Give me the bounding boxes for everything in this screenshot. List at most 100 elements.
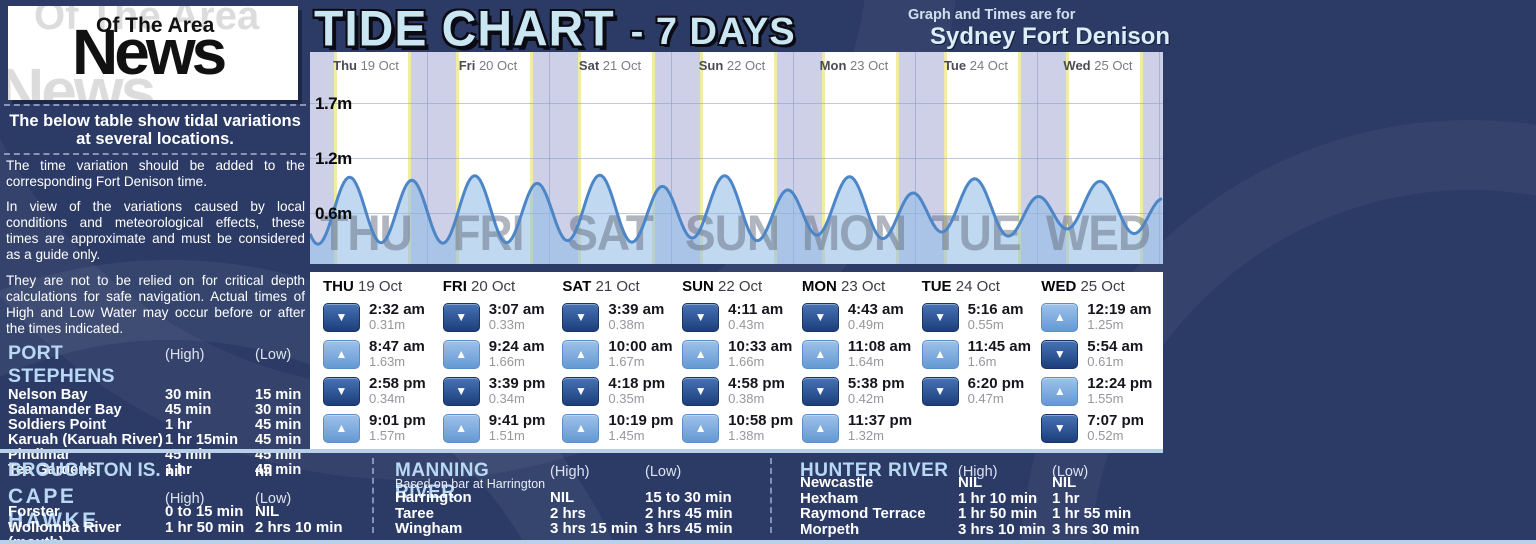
hunter-river-high-variation: 1 hr 10 min (958, 489, 1038, 507)
low-tide-arrow-icon[interactable]: ▼ (921, 376, 959, 406)
hunter-river-high-variation: NIL (958, 474, 983, 491)
low-tide-arrow-icon[interactable]: ▼ (442, 376, 480, 406)
manning-river-low-variation: 3 hrs 45 min (645, 520, 733, 537)
tide-entry-text: 5:54 am 0.61m (1087, 339, 1143, 369)
high-tide-arrow-icon[interactable]: ▲ (1041, 302, 1079, 332)
tide-time: 2:58 pm (369, 375, 426, 392)
tide-height: 0.38m (608, 317, 645, 332)
graph-day-name: Wed (1063, 58, 1091, 73)
low-tide-arrow-icon[interactable]: ▼ (323, 376, 360, 406)
intro-notes: The time variation should be added to th… (6, 158, 305, 346)
tide-height: 0.49m (847, 317, 884, 332)
low-tide-arrow-icon[interactable]: ▼ (682, 302, 720, 332)
low-tide-arrow-icon[interactable]: ▼ (801, 302, 839, 332)
tide-time: 9:01 pm (369, 412, 426, 429)
high-tide-entry: ▲ 10:33 am 1.66m (682, 339, 802, 369)
low-tide-entry: ▼ 4:11 am 0.43m (682, 302, 802, 332)
low-tide-entry: ▼ 5:54 am 0.61m (1041, 339, 1161, 369)
low-tide-arrow-icon[interactable]: ▼ (921, 302, 959, 332)
tide-time: 4:58 pm (728, 375, 785, 392)
note-paragraph: The time variation should be added to th… (6, 158, 305, 190)
low-tide-arrow-icon[interactable]: ▼ (442, 302, 480, 332)
low-tide-arrow-icon[interactable]: ▼ (323, 302, 360, 332)
high-tide-entry: ▲ 9:24 am 1.66m (442, 339, 563, 369)
high-tide-arrow-icon[interactable]: ▲ (801, 413, 839, 443)
cape-hawke-title: CAPE HAWKE (8, 485, 99, 532)
high-tide-entry: ▲ 11:45 am 1.6m (921, 339, 1042, 369)
tide-entry-text: 6:20 pm 0.47m (968, 376, 1025, 406)
tide-day-column: MON 23 Oct ▼ 4:43 am 0.49m ▲ 11:08 am 1.64m ▼ 5:… (801, 278, 922, 443)
port-stephens-low-variation: 45 min (255, 431, 302, 448)
low-tide-arrow-icon[interactable]: ▼ (562, 376, 600, 406)
low-tide-arrow-icon[interactable]: ▼ (1041, 339, 1079, 369)
manning-river-location: Taree (395, 504, 434, 522)
broughton-table: BROUGHTON IS. nil nil (8, 460, 363, 482)
y-axis-label: 0.6m (315, 204, 352, 223)
low-tide-arrow-icon[interactable]: ▼ (562, 302, 600, 332)
manning-river-row: Taree 2 hrs 2 hrs 45 min (395, 504, 763, 522)
port-stephens-low-variation: 45 min (255, 416, 302, 433)
logo-watermark-text: Of The Area (34, 6, 260, 38)
high-tide-entry: ▲ 9:41 pm 1.51m (442, 413, 563, 443)
high-tide-entry: ▲ 10:58 pm 1.38m (682, 413, 802, 443)
tide-curve-line (310, 173, 1163, 246)
tide-entry-text: 12:24 pm 1.55m (1087, 376, 1152, 406)
cape-hawke-low-variation: NIL (255, 503, 280, 520)
graph-for-label: Graph and Times are for (908, 7, 1076, 23)
tide-column-day: TUE (921, 278, 952, 295)
port-stephens-title: PORT STEPHENS (8, 342, 115, 387)
low-tide-entry: ▼ 2:32 am 0.31m (323, 302, 443, 332)
height-gridline (310, 158, 1163, 159)
port-stephens-high-variation: 1 hr (165, 461, 192, 478)
tide-height: 0.43m (728, 317, 765, 332)
high-tide-arrow-icon[interactable]: ▲ (801, 339, 839, 369)
tide-entry-text: 9:01 pm 1.57m (369, 413, 426, 443)
high-tide-arrow-icon[interactable]: ▲ (562, 339, 600, 369)
high-column-label: (High) (165, 347, 205, 363)
tide-time: 5:54 am (1087, 338, 1144, 355)
high-tide-arrow-icon[interactable]: ▲ (562, 413, 600, 443)
high-tide-arrow-icon[interactable]: ▲ (442, 413, 480, 443)
high-tide-arrow-icon[interactable]: ▲ (323, 339, 360, 369)
tide-height: 1.63m (369, 354, 406, 369)
tide-height: 1.25m (1087, 317, 1124, 332)
tide-column-header: THU 19 Oct (323, 278, 403, 295)
graph-day-name: Fri (458, 58, 476, 73)
low-tide-entry: ▼ 5:38 pm 0.42m (801, 376, 922, 406)
high-tide-arrow-icon[interactable]: ▲ (1041, 376, 1079, 406)
high-tide-arrow-icon[interactable]: ▲ (921, 339, 959, 369)
low-tide-arrow-icon[interactable]: ▼ (1041, 413, 1079, 443)
low-column-label: (Low) (255, 347, 292, 363)
low-tide-arrow-icon[interactable]: ▼ (682, 376, 720, 406)
tide-entry-text: 4:43 am 0.49m (848, 302, 904, 332)
hunter-river-row: Hexham 1 hr 10 min 1 hr (800, 489, 1160, 507)
cape-hawke-high-variation: 1 hr 50 min (165, 518, 245, 536)
tide-entry-text: 3:39 am 0.38m (608, 302, 664, 332)
tide-height: 0.61m (1087, 354, 1124, 369)
y-axis-label: 1.7m (315, 94, 352, 113)
port-stephens-high-variation: 1 hr (165, 416, 192, 433)
tide-column-day: WED (1041, 278, 1077, 295)
manning-river-location: Harrington (395, 489, 472, 506)
low-tide-arrow-icon[interactable]: ▼ (801, 376, 839, 406)
day-watermark: TUE (931, 204, 1022, 261)
graph-location-label: Sydney Fort Denison (930, 23, 1171, 50)
tide-time: 9:41 pm (488, 412, 546, 429)
hunter-river-location: Hexham (800, 489, 859, 507)
high-tide-arrow-icon[interactable]: ▲ (682, 339, 720, 369)
logo-wordmark: News (72, 16, 227, 88)
low-column-label: (Low) (1052, 464, 1089, 480)
low-tide-entry: ▼ 7:07 pm 0.52m (1041, 413, 1161, 443)
tide-entry-text: 9:41 pm 1.51m (489, 413, 546, 443)
high-tide-arrow-icon[interactable]: ▲ (442, 339, 480, 369)
port-stephens-row: Tea Gardens 1 hr 45 min (8, 461, 308, 478)
tide-entry-text: 5:16 am 0.55m (968, 302, 1024, 332)
news-of-the-area-logo: Of The Area News Of The Area News (8, 6, 298, 100)
tide-time: 3:39 am (608, 301, 665, 318)
manning-river-low-variation: 15 to 30 min (645, 489, 732, 506)
tide-time: 11:08 am (847, 338, 912, 355)
high-tide-arrow-icon[interactable]: ▲ (323, 413, 360, 443)
high-tide-arrow-icon[interactable]: ▲ (682, 413, 720, 443)
graph-day-name: Thu (333, 58, 357, 73)
graph-day-label: Sat 21 Oct (578, 58, 642, 73)
